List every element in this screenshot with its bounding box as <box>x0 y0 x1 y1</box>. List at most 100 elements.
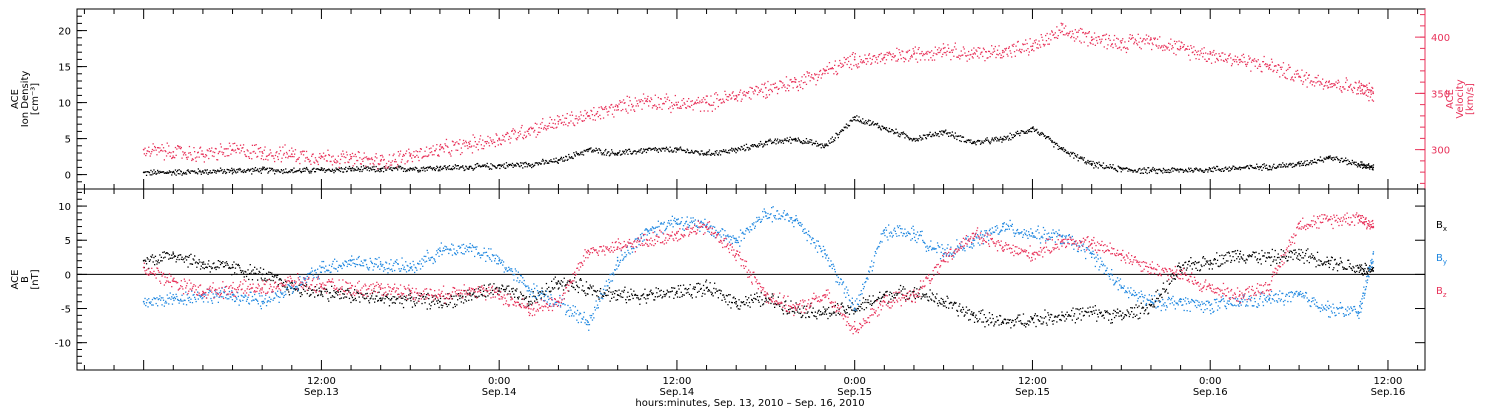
data-point <box>879 126 881 128</box>
data-point <box>445 302 447 305</box>
data-point <box>780 81 782 83</box>
data-point <box>438 168 440 171</box>
data-point <box>791 310 793 313</box>
data-point <box>765 97 767 99</box>
data-point <box>463 142 465 144</box>
data-point <box>170 257 172 259</box>
data-point <box>1013 51 1016 53</box>
data-point <box>839 130 842 132</box>
data-point <box>1329 155 1331 157</box>
data-point <box>785 76 788 78</box>
data-point <box>223 169 225 171</box>
data-point <box>1362 92 1364 94</box>
data-point <box>1319 160 1321 162</box>
data-point <box>1119 166 1122 169</box>
data-point <box>622 150 624 152</box>
data-point <box>999 138 1001 140</box>
data-point <box>918 138 920 140</box>
data-point <box>214 267 216 269</box>
data-point <box>1307 163 1309 166</box>
data-point <box>1005 322 1008 325</box>
data-point <box>487 135 489 138</box>
data-point <box>1113 167 1116 170</box>
data-point <box>1064 148 1066 151</box>
data-point <box>1059 31 1062 34</box>
data-point <box>391 164 393 166</box>
data-point <box>899 284 902 287</box>
data-point <box>479 166 482 168</box>
data-point <box>546 125 548 127</box>
y-axis-title-line: Ion Density <box>20 71 31 128</box>
data-point <box>303 285 305 287</box>
data-point <box>739 305 742 307</box>
data-point <box>1181 168 1183 171</box>
data-point <box>377 299 379 302</box>
data-point <box>497 290 499 292</box>
data-point <box>1359 90 1362 92</box>
data-point <box>724 90 726 92</box>
data-point <box>622 296 624 298</box>
anchor-point <box>290 169 293 172</box>
data-point <box>802 314 804 317</box>
data-point <box>1179 270 1182 272</box>
data-point <box>278 153 280 155</box>
data-point <box>951 51 953 53</box>
data-point <box>416 302 418 304</box>
data-point <box>750 294 752 296</box>
data-point <box>505 287 508 289</box>
data-point <box>639 100 642 103</box>
data-point <box>583 290 585 292</box>
data-point <box>1365 167 1367 169</box>
data-point <box>572 122 574 124</box>
data-point <box>463 169 465 172</box>
data-point <box>1239 61 1241 64</box>
data-point <box>318 156 320 158</box>
data-point <box>459 297 461 300</box>
data-point <box>995 136 997 138</box>
data-point <box>667 291 669 293</box>
data-point <box>337 168 339 170</box>
data-point <box>708 289 710 291</box>
data-point <box>692 152 694 154</box>
data-point <box>751 298 753 301</box>
data-point <box>1168 171 1170 174</box>
data-point <box>1347 89 1349 91</box>
anchor-point <box>1327 155 1330 158</box>
data-point <box>395 161 397 163</box>
data-point <box>1158 168 1160 170</box>
data-point <box>960 309 962 311</box>
data-point <box>1142 40 1144 42</box>
data-point <box>797 89 799 92</box>
data-point <box>739 89 742 91</box>
data-point <box>793 81 795 83</box>
data-point <box>1070 151 1072 154</box>
data-point <box>547 127 549 130</box>
data-point <box>772 295 774 297</box>
data-point <box>585 113 588 115</box>
data-point <box>242 270 244 272</box>
data-point <box>1001 141 1003 143</box>
data-point <box>734 302 736 304</box>
data-point <box>477 162 479 165</box>
data-point <box>1105 167 1107 169</box>
data-point <box>372 168 374 171</box>
data-point <box>1081 28 1083 30</box>
data-point <box>733 95 735 97</box>
data-point <box>368 170 371 172</box>
data-point <box>195 160 197 162</box>
data-point <box>920 139 922 141</box>
data-point <box>173 256 175 258</box>
data-point <box>344 162 346 164</box>
data-point <box>680 148 682 150</box>
data-point <box>240 271 242 274</box>
data-point <box>496 286 498 289</box>
data-point <box>559 119 561 121</box>
data-point <box>490 139 492 141</box>
data-point <box>1188 260 1190 263</box>
data-point <box>596 290 599 292</box>
data-point <box>277 284 279 286</box>
data-point <box>274 170 277 172</box>
data-point <box>348 159 351 161</box>
data-point <box>792 87 794 89</box>
data-point <box>948 132 951 134</box>
